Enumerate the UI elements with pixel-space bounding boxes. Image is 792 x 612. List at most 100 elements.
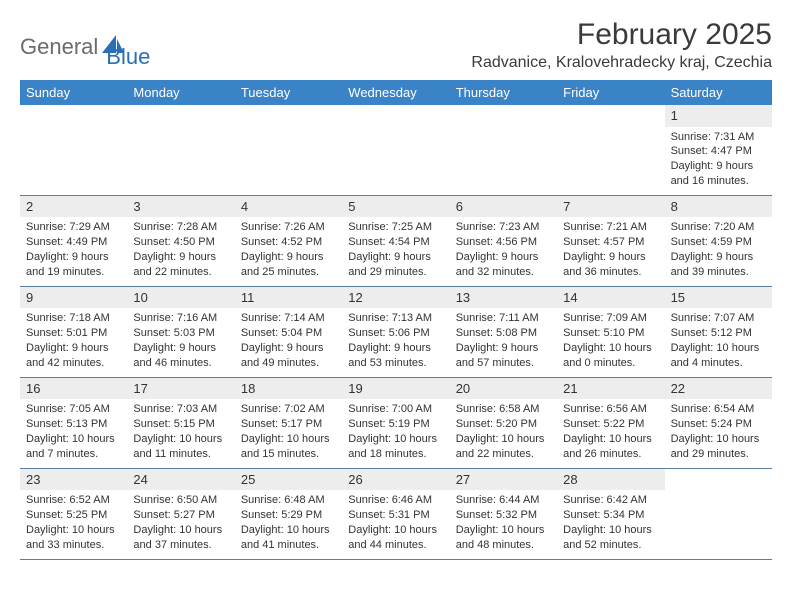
day-cell: 17Sunrise: 7:03 AMSunset: 5:15 PMDayligh…	[127, 378, 234, 468]
daylight-text: Daylight: 9 hours and 32 minutes.	[456, 250, 551, 280]
sunset-text: Sunset: 5:29 PM	[241, 508, 336, 523]
empty-day-cell	[342, 105, 449, 195]
day-number: 1	[665, 105, 772, 127]
title-block: February 2025 Radvanice, Kralovehradecky…	[471, 18, 772, 72]
sunset-text: Sunset: 5:15 PM	[133, 417, 228, 432]
week-row: 23Sunrise: 6:52 AMSunset: 5:25 PMDayligh…	[20, 469, 772, 560]
daylight-text: Daylight: 9 hours and 57 minutes.	[456, 341, 551, 371]
sunset-text: Sunset: 5:04 PM	[241, 326, 336, 341]
sunset-text: Sunset: 4:50 PM	[133, 235, 228, 250]
daylight-text: Daylight: 9 hours and 25 minutes.	[241, 250, 336, 280]
empty-day-cell	[450, 105, 557, 195]
daylight-text: Daylight: 9 hours and 39 minutes.	[671, 250, 766, 280]
day-cell: 4 Sunrise: 7:26 AMSunset: 4:52 PMDaylight…	[235, 196, 342, 286]
daylight-text: Daylight: 10 hours and 29 minutes.	[671, 432, 766, 462]
daylight-text: Daylight: 10 hours and 15 minutes.	[241, 432, 336, 462]
day-cell: 10Sunrise: 7:16 AMSunset: 5:03 PMDayligh…	[127, 287, 234, 377]
sunrise-text: Sunrise: 7:11 AM	[456, 311, 551, 326]
sunrise-text: Sunrise: 7:26 AM	[241, 220, 336, 235]
day-number: 8	[665, 196, 772, 218]
day-number: 18	[235, 378, 342, 400]
sunset-text: Sunset: 4:56 PM	[456, 235, 551, 250]
sunrise-text: Sunrise: 6:50 AM	[133, 493, 228, 508]
sunrise-text: Sunrise: 7:29 AM	[26, 220, 121, 235]
day-number: 26	[342, 469, 449, 491]
daylight-text: Daylight: 10 hours and 33 minutes.	[26, 523, 121, 553]
daylight-text: Daylight: 9 hours and 16 minutes.	[671, 159, 766, 189]
day-number: 7	[557, 196, 664, 218]
day-number: 19	[342, 378, 449, 400]
sunrise-text: Sunrise: 7:21 AM	[563, 220, 658, 235]
sunset-text: Sunset: 5:31 PM	[348, 508, 443, 523]
sunset-text: Sunset: 5:03 PM	[133, 326, 228, 341]
sunrise-text: Sunrise: 6:52 AM	[26, 493, 121, 508]
day-number: 28	[557, 469, 664, 491]
day-cell: 11Sunrise: 7:14 AMSunset: 5:04 PMDayligh…	[235, 287, 342, 377]
empty-day-cell	[665, 469, 772, 559]
daylight-text: Daylight: 9 hours and 42 minutes.	[26, 341, 121, 371]
sunrise-text: Sunrise: 7:25 AM	[348, 220, 443, 235]
sunrise-text: Sunrise: 6:46 AM	[348, 493, 443, 508]
sunset-text: Sunset: 5:19 PM	[348, 417, 443, 432]
empty-day-cell	[127, 105, 234, 195]
day-cell: 18Sunrise: 7:02 AMSunset: 5:17 PMDayligh…	[235, 378, 342, 468]
day-cell: 16Sunrise: 7:05 AMSunset: 5:13 PMDayligh…	[20, 378, 127, 468]
day-cell: 15Sunrise: 7:07 AMSunset: 5:12 PMDayligh…	[665, 287, 772, 377]
day-of-week-cell: Wednesday	[342, 80, 449, 105]
sunset-text: Sunset: 4:52 PM	[241, 235, 336, 250]
day-number: 4	[235, 196, 342, 218]
day-cell: 8 Sunrise: 7:20 AMSunset: 4:59 PMDaylight…	[665, 196, 772, 286]
daylight-text: Daylight: 9 hours and 22 minutes.	[133, 250, 228, 280]
day-cell: 13 Sunrise: 7:11 AMSunset: 5:08 PMDayligh…	[450, 287, 557, 377]
day-of-week-cell: Monday	[127, 80, 234, 105]
day-number: 13	[450, 287, 557, 309]
day-number: 17	[127, 378, 234, 400]
sunrise-text: Sunrise: 7:14 AM	[241, 311, 336, 326]
daylight-text: Daylight: 10 hours and 4 minutes.	[671, 341, 766, 371]
sunrise-text: Sunrise: 7:03 AM	[133, 402, 228, 417]
daylight-text: Daylight: 10 hours and 18 minutes.	[348, 432, 443, 462]
daylight-text: Daylight: 9 hours and 19 minutes.	[26, 250, 121, 280]
sunrise-text: Sunrise: 7:18 AM	[26, 311, 121, 326]
day-cell: 1Sunrise: 7:31 AMSunset: 4:47 PMDaylight…	[665, 105, 772, 195]
sunset-text: Sunset: 4:47 PM	[671, 144, 766, 159]
sunrise-text: Sunrise: 6:42 AM	[563, 493, 658, 508]
day-cell: 6Sunrise: 7:23 AMSunset: 4:56 PMDaylight…	[450, 196, 557, 286]
day-cell: 26Sunrise: 6:46 AMSunset: 5:31 PMDayligh…	[342, 469, 449, 559]
day-cell: 27Sunrise: 6:44 AMSunset: 5:32 PMDayligh…	[450, 469, 557, 559]
week-row: 2Sunrise: 7:29 AMSunset: 4:49 PMDaylight…	[20, 196, 772, 287]
sunrise-text: Sunrise: 6:48 AM	[241, 493, 336, 508]
sunset-text: Sunset: 5:24 PM	[671, 417, 766, 432]
day-cell: 2Sunrise: 7:29 AMSunset: 4:49 PMDaylight…	[20, 196, 127, 286]
logo: General Blue	[20, 18, 150, 70]
day-cell: 23Sunrise: 6:52 AMSunset: 5:25 PMDayligh…	[20, 469, 127, 559]
day-cell: 3Sunrise: 7:28 AMSunset: 4:50 PMDaylight…	[127, 196, 234, 286]
day-cell: 14Sunrise: 7:09 AMSunset: 5:10 PMDayligh…	[557, 287, 664, 377]
sunrise-text: Sunrise: 7:20 AM	[671, 220, 766, 235]
daylight-text: Daylight: 9 hours and 53 minutes.	[348, 341, 443, 371]
day-of-week-cell: Tuesday	[235, 80, 342, 105]
sunset-text: Sunset: 4:54 PM	[348, 235, 443, 250]
daylight-text: Daylight: 10 hours and 41 minutes.	[241, 523, 336, 553]
sunset-text: Sunset: 4:59 PM	[671, 235, 766, 250]
sunrise-text: Sunrise: 6:58 AM	[456, 402, 551, 417]
location-label: Radvanice, Kralovehradecky kraj, Czechia	[471, 54, 772, 72]
sunset-text: Sunset: 4:49 PM	[26, 235, 121, 250]
day-cell: 22Sunrise: 6:54 AMSunset: 5:24 PMDayligh…	[665, 378, 772, 468]
sunset-text: Sunset: 5:12 PM	[671, 326, 766, 341]
day-number: 25	[235, 469, 342, 491]
daylight-text: Daylight: 10 hours and 52 minutes.	[563, 523, 658, 553]
daylight-text: Daylight: 10 hours and 48 minutes.	[456, 523, 551, 553]
day-number: 24	[127, 469, 234, 491]
sunset-text: Sunset: 5:17 PM	[241, 417, 336, 432]
sunset-text: Sunset: 4:57 PM	[563, 235, 658, 250]
sunset-text: Sunset: 5:08 PM	[456, 326, 551, 341]
day-of-week-header: SundayMondayTuesdayWednesdayThursdayFrid…	[20, 80, 772, 105]
day-number: 6	[450, 196, 557, 218]
week-row: 16Sunrise: 7:05 AMSunset: 5:13 PMDayligh…	[20, 378, 772, 469]
day-of-week-cell: Saturday	[665, 80, 772, 105]
calendar: SundayMondayTuesdayWednesdayThursdayFrid…	[20, 80, 772, 560]
daylight-text: Daylight: 9 hours and 29 minutes.	[348, 250, 443, 280]
day-cell: 7Sunrise: 7:21 AMSunset: 4:57 PMDaylight…	[557, 196, 664, 286]
empty-day-cell	[235, 105, 342, 195]
